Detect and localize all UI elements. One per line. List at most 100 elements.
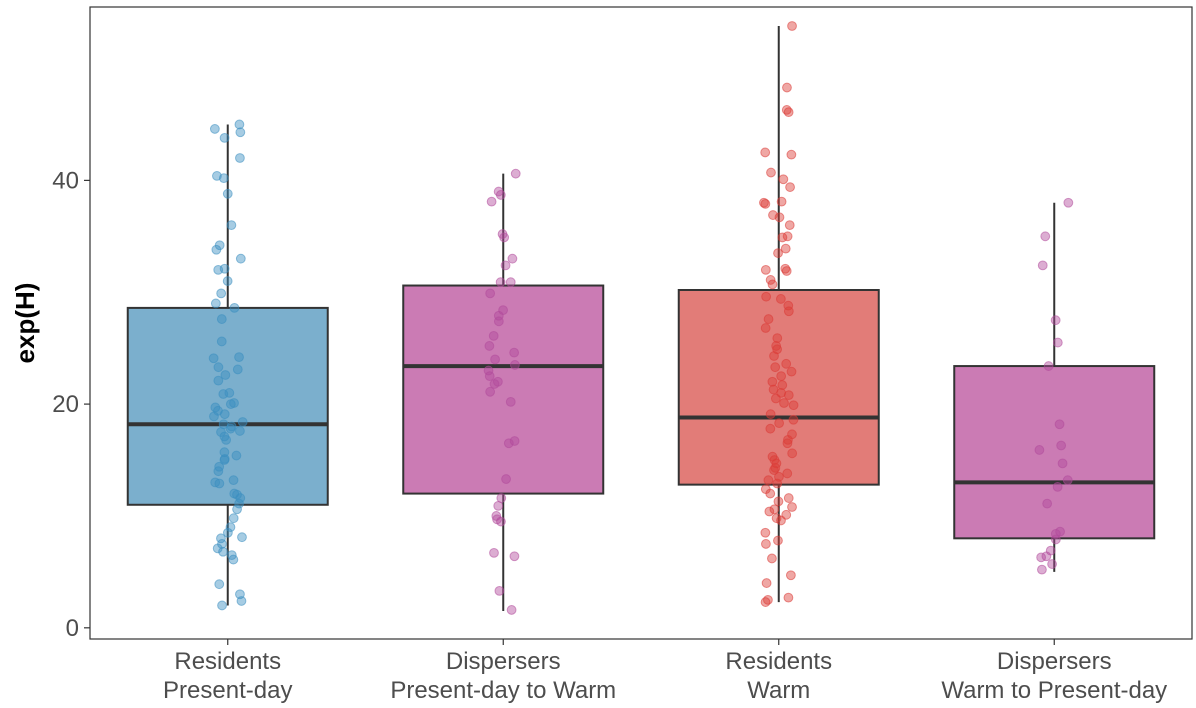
data-point xyxy=(783,592,794,603)
data-point xyxy=(782,468,793,479)
data-point xyxy=(225,522,236,533)
y-tick-label: 20 xyxy=(52,391,79,418)
data-point xyxy=(782,82,792,93)
box-iqr xyxy=(953,365,1156,540)
data-point xyxy=(788,400,799,411)
data-point xyxy=(781,358,792,369)
data-point xyxy=(772,333,783,344)
data-point xyxy=(1050,528,1061,539)
data-point xyxy=(760,147,771,158)
data-point xyxy=(235,253,246,264)
data-point xyxy=(214,478,225,489)
data-point xyxy=(767,376,778,387)
data-point xyxy=(212,543,223,554)
data-point xyxy=(209,411,219,422)
data-point xyxy=(493,500,504,511)
data-point xyxy=(234,498,244,509)
data-point xyxy=(208,353,219,364)
data-point xyxy=(784,220,795,231)
data-point xyxy=(763,314,774,324)
data-point xyxy=(760,198,771,209)
data-point xyxy=(1043,361,1054,371)
data-point xyxy=(209,124,220,134)
data-point xyxy=(219,132,230,143)
data-point xyxy=(216,314,227,324)
data-point xyxy=(218,389,229,399)
data-point xyxy=(225,423,236,434)
data-point xyxy=(495,277,506,288)
data-point xyxy=(775,294,786,304)
data-point xyxy=(785,182,795,192)
data-point xyxy=(765,409,776,420)
data-point xyxy=(769,465,779,475)
data-point xyxy=(769,504,780,515)
data-point xyxy=(1047,559,1057,569)
data-point xyxy=(507,253,518,264)
data-point xyxy=(760,527,771,538)
data-point xyxy=(484,371,495,382)
data-point xyxy=(493,310,504,321)
data-point xyxy=(1037,260,1048,271)
data-point xyxy=(510,360,520,370)
data-point xyxy=(760,264,771,275)
y-tick-label: 0 xyxy=(66,615,79,642)
data-point xyxy=(765,488,776,499)
data-point xyxy=(226,220,237,231)
data-point xyxy=(505,396,516,407)
data-point xyxy=(773,248,783,258)
data-point xyxy=(211,244,222,255)
data-point xyxy=(216,336,227,347)
data-point xyxy=(228,554,239,565)
data-point xyxy=(235,153,245,163)
data-point xyxy=(776,515,786,526)
data-point xyxy=(787,448,798,459)
data-point xyxy=(787,21,797,31)
x-tick-label-line2: Present-day to Warm xyxy=(390,677,616,704)
data-point xyxy=(493,316,504,327)
data-point xyxy=(509,551,520,562)
data-point xyxy=(1042,498,1053,509)
data-point xyxy=(1057,458,1068,469)
data-point xyxy=(1050,534,1061,545)
data-point xyxy=(237,532,247,543)
data-point xyxy=(772,478,783,489)
data-point xyxy=(232,364,243,375)
data-point xyxy=(484,341,495,351)
data-point xyxy=(778,174,789,185)
data-point xyxy=(776,371,787,382)
data-point xyxy=(782,438,793,449)
data-point xyxy=(783,493,794,503)
points-layer xyxy=(208,21,1074,615)
data-point xyxy=(237,417,248,427)
data-point xyxy=(222,276,233,286)
x-tick-label-line2: Warm xyxy=(747,677,810,704)
data-point xyxy=(485,386,496,397)
data-point xyxy=(786,149,797,160)
data-point xyxy=(510,168,521,179)
data-point xyxy=(235,426,245,436)
data-point xyxy=(787,502,797,512)
data-point xyxy=(218,546,228,557)
data-point xyxy=(213,264,224,275)
data-point xyxy=(219,455,230,465)
data-point xyxy=(234,119,245,130)
data-point xyxy=(767,553,777,564)
data-point xyxy=(770,393,781,404)
data-point xyxy=(785,570,796,581)
data-point xyxy=(214,579,225,590)
data-point xyxy=(761,291,772,302)
box-group xyxy=(953,202,1156,572)
data-point xyxy=(489,547,499,558)
data-point xyxy=(232,504,242,515)
y-axis: 0 20 40 xyxy=(52,167,90,642)
data-point xyxy=(759,197,769,208)
data-point xyxy=(503,438,514,449)
plot-area xyxy=(89,6,1193,640)
data-point xyxy=(229,302,240,313)
data-point xyxy=(1037,564,1047,575)
box-iqr xyxy=(126,306,329,506)
data-point xyxy=(1056,440,1067,451)
data-point xyxy=(222,188,233,199)
data-point xyxy=(764,506,775,517)
